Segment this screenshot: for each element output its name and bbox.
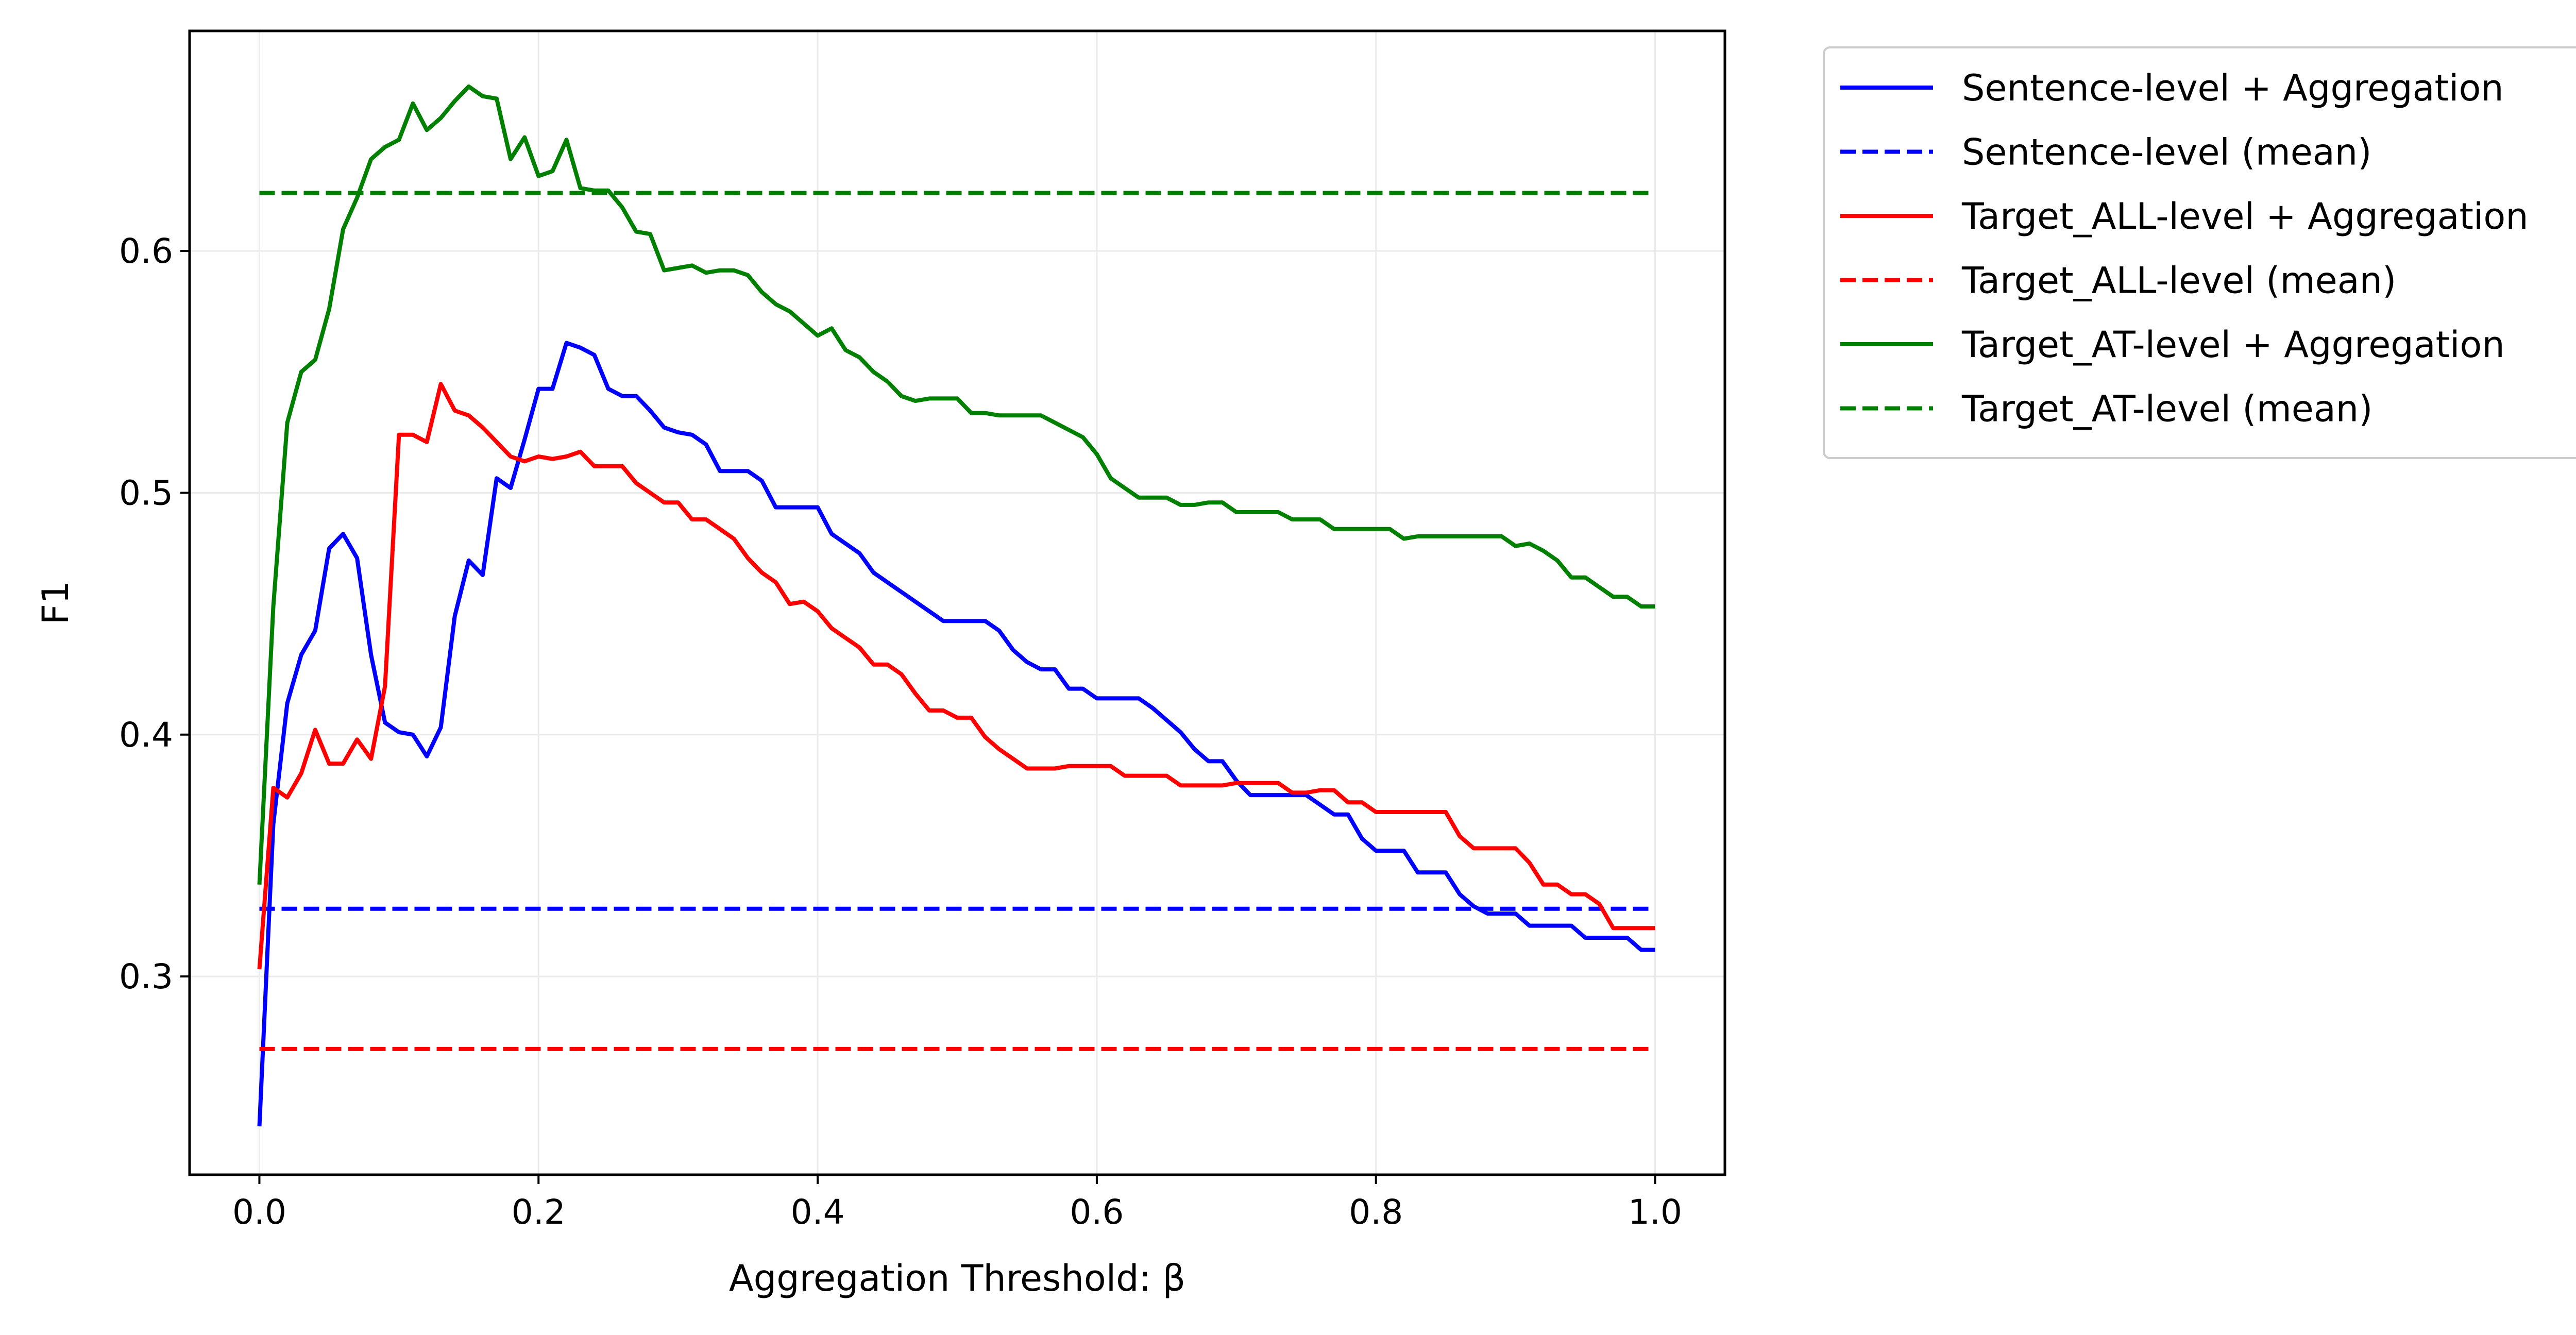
legend-label-1: Sentence-level + Aggregation	[1962, 67, 2504, 109]
x-tick-label: 1.0	[1628, 1192, 1682, 1232]
y-tick-label: 0.5	[119, 473, 173, 513]
legend-label-3: Target_ALL-level + Aggregation	[1961, 195, 2529, 238]
legend: Sentence-level + Aggregation Sentence-lev…	[1823, 46, 2576, 459]
y-axis-label: F1	[35, 581, 77, 625]
series-line-5	[257, 84, 1655, 885]
legend-label-4: Target_ALL-level (mean)	[1961, 260, 2396, 302]
x-tick-label: 0.2	[512, 1192, 566, 1232]
legend-frame	[1823, 46, 2576, 459]
y-tick-label: 0.4	[119, 715, 173, 755]
series-lines	[257, 84, 1655, 1127]
x-axis-label: Aggregation Threshold: β	[729, 1257, 1185, 1299]
x-tick-label: 0.8	[1349, 1192, 1403, 1232]
x-tick-label: 0.6	[1070, 1192, 1124, 1232]
legend-label-6: Target_AT-level (mean)	[1961, 388, 2372, 430]
axis-ticks: 0.0 0.2 0.4 0.6 0.8 1.0 0.3 0.4 0.5 0.6	[119, 231, 1682, 1232]
x-tick-label: 0.4	[791, 1192, 845, 1232]
y-tick-label: 0.6	[119, 231, 173, 271]
series-line-3	[257, 382, 1655, 970]
legend-label-5: Target_AT-level + Aggregation	[1961, 324, 2505, 366]
legend-label-2: Sentence-level (mean)	[1962, 131, 2371, 174]
plot-area-frame	[188, 29, 1726, 1176]
series-line-1	[257, 341, 1655, 1127]
grid	[190, 31, 1725, 1175]
y-tick-label: 0.3	[119, 957, 173, 996]
x-tick-label: 0.0	[232, 1192, 286, 1232]
